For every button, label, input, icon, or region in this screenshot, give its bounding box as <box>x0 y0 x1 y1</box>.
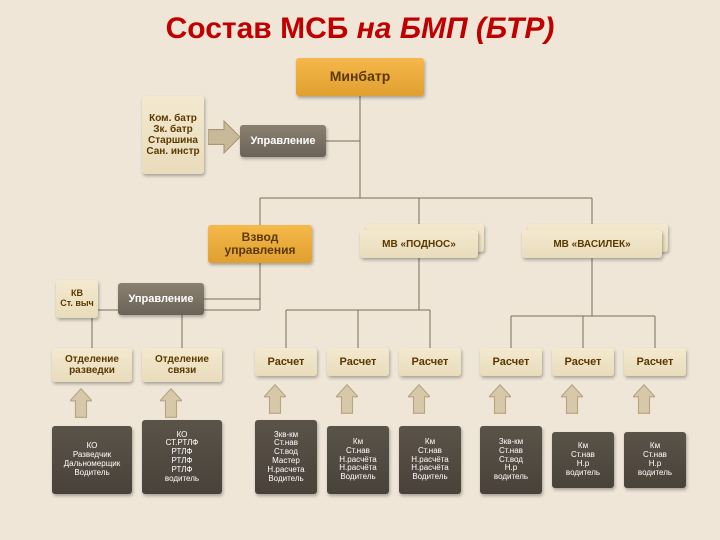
node-mv_podnos: МВ «ПОДНОС» <box>360 230 478 258</box>
up-arrow-icon <box>160 388 182 418</box>
node-ras1: Расчет <box>255 348 317 376</box>
node-ras3: Расчет <box>399 348 461 376</box>
up-arrow-icon <box>70 388 92 418</box>
node-vzvod: Взвод управления <box>208 225 312 263</box>
node-mv_vasilek: МВ «ВАСИЛЕК» <box>522 230 662 258</box>
up-arrow-icon <box>408 384 430 414</box>
big-right-arrow-icon <box>208 120 240 154</box>
node-d_r5: Км Ст.нав Н.р водитель <box>552 432 614 488</box>
node-ras5: Расчет <box>552 348 614 376</box>
node-ras2: Расчет <box>327 348 389 376</box>
node-minbatr: Минбатр <box>296 58 424 96</box>
node-otd_razv: Отделение разведки <box>52 348 132 382</box>
node-ras4: Расчет <box>480 348 542 376</box>
node-otd_svyaz: Отделение связи <box>142 348 222 382</box>
node-ras6: Расчет <box>624 348 686 376</box>
up-arrow-icon <box>336 384 358 414</box>
up-arrow-icon <box>264 384 286 414</box>
node-kom_batr: Ком. батр Зк. батр Старшина Сан. инстр <box>142 96 204 174</box>
node-upr_left: Управление <box>118 283 204 315</box>
node-d_r1: Зкв-км Ст.нав Ст.вод Мастер Н.расчета Во… <box>255 420 317 494</box>
node-d_r3: Км Ст.нав Н.расчёта Н.расчёта Водитель <box>399 426 461 494</box>
title-part1: Состав МСБ <box>166 12 357 45</box>
node-kv: КВ Ст. выч <box>56 280 98 318</box>
page-title: Состав МСБ на БМП (БТР) <box>0 12 720 46</box>
up-arrow-icon <box>489 384 511 414</box>
up-arrow-icon <box>633 384 655 414</box>
node-d_svyaz: КО СТ.РТЛФ РТЛФ РТЛФ РТЛФ водитель <box>142 420 222 494</box>
node-upr_top: Управление <box>240 125 326 157</box>
node-d_r2: Км Ст.нав Н.расчёта Н.расчёта Водитель <box>327 426 389 494</box>
title-part2: на БМП (БТР) <box>357 12 555 45</box>
node-d_r6: Км Ст.нав Н.р водитель <box>624 432 686 488</box>
node-d_r4: Зкв-км Ст.нав Ст.вод Н.р водитель <box>480 426 542 494</box>
node-d_razv: КО Разведчик Дальномерщик Водитель <box>52 426 132 494</box>
up-arrow-icon <box>561 384 583 414</box>
